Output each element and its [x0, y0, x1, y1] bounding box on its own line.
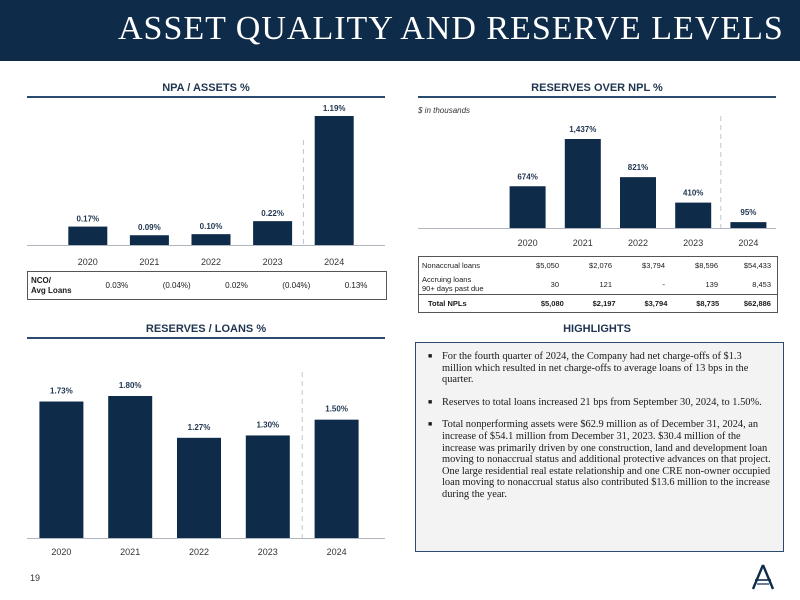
npl-cell: $8,596: [695, 261, 718, 270]
highlight-text: Reserves to total loans increased 21 bps…: [442, 396, 762, 408]
x-tick-2024: 2024: [738, 238, 758, 248]
data-label-2023: 1.30%: [256, 420, 279, 429]
x-tick-2020: 2020: [518, 238, 538, 248]
bar-2022: [177, 437, 221, 538]
x-tick-2020: 2020: [78, 257, 98, 267]
npl-table: Nonaccrual loans $5,050 $2,076 $3,794 $8,596…: [418, 256, 778, 313]
company-logo-icon: [751, 564, 775, 590]
data-label-2020: 674%: [517, 172, 537, 181]
x-tick-2022: 2022: [189, 547, 209, 557]
data-label-2022: 821%: [628, 163, 648, 172]
highlights-panel: ■ For the fourth quarter of 2024, the Co…: [415, 342, 784, 552]
bar-2024: [730, 222, 767, 228]
highlights-title: HIGHLIGHTS: [563, 323, 631, 335]
npl-cell: 139: [705, 279, 718, 289]
x-tick-2022: 2022: [628, 238, 648, 248]
npl-cell: $8,735: [696, 299, 720, 308]
highlight-text: For the fourth quarter of 2024, the Comp…: [442, 351, 749, 386]
data-label-2022: 1.27%: [188, 423, 211, 432]
data-label-2024: 1.50%: [325, 405, 348, 414]
npl-row-label: Nonaccrual loans: [422, 261, 480, 270]
bar-2024: [314, 419, 359, 538]
bullet-icon: ■: [428, 397, 433, 406]
npl-cell: $5,050: [536, 261, 559, 270]
highlight-item: ■ Reserves to total loans increased 21 b…: [428, 397, 773, 409]
x-tick-2023: 2023: [263, 257, 283, 267]
x-tick-2021: 2021: [120, 547, 140, 557]
data-label-2023: 0.22%: [261, 209, 284, 218]
x-tick-2023: 2023: [683, 238, 703, 248]
highlight-item: ■ Total nonperforming assets were $62.9 …: [428, 419, 773, 500]
x-tick-2020: 2020: [51, 547, 71, 557]
data-label-2020: 0.17%: [76, 215, 99, 224]
bar-2024: [314, 116, 354, 245]
x-tick-2021: 2021: [573, 238, 593, 248]
bar-2020: [509, 186, 546, 228]
header-banner: ASSET QUALITY AND RESERVE LEVELS: [0, 0, 800, 61]
page-title: ASSET QUALITY AND RESERVE LEVELS: [118, 10, 784, 47]
reserves-loans-title-rule: [27, 337, 385, 339]
thousands-note: $ in thousands: [418, 106, 471, 115]
highlight-text: Total nonperforming assets were $62.9 mi…: [442, 419, 771, 500]
npl-cell: $2,076: [589, 261, 612, 270]
nco-avg-loans-table: NCO/Avg Loans 0.03% (0.04%) 0.02% (0.04%…: [27, 271, 387, 300]
data-label-2021: 1,437%: [569, 125, 596, 134]
nco-value-2024: 0.13%: [344, 281, 368, 290]
bar-2022: [620, 177, 656, 228]
npl-cell: $62,886: [743, 299, 771, 308]
x-tick-2024: 2024: [327, 547, 347, 557]
bullet-icon: ■: [428, 420, 433, 429]
x-tick-2024: 2024: [324, 257, 344, 267]
npl-row-total: Total NPLs $5,080 $2,197 $3,794 $8,735 $62,88…: [419, 294, 777, 312]
bar-2023: [675, 202, 712, 228]
data-label-2024: 1.19%: [323, 104, 346, 113]
npl-cell: -: [662, 279, 666, 289]
npl-cell: 30: [550, 279, 559, 289]
x-tick-2022: 2022: [201, 257, 221, 267]
data-label-2020: 1.73%: [50, 387, 73, 396]
reserves-npl-chart: 674% 2020 1,437% 2021 821% 2022 410% 2023 95% 202…: [418, 116, 776, 248]
npa-assets-chart: 0.17% 2020 0.09% 2021 0.10% 2022 0.22% 2023 1.19…: [27, 104, 385, 267]
npl-cell: $54,433: [743, 261, 771, 270]
bullet-icon: ■: [428, 352, 433, 360]
npa-assets-title: NPA / ASSETS %: [162, 82, 250, 94]
data-label-2022: 0.10%: [200, 222, 223, 231]
npl-row-accruing: Accruing loans 90+ days past due 30 121 - 139…: [419, 274, 777, 294]
reserves-npl-title-rule: [418, 96, 776, 98]
data-label-2024: 95%: [740, 208, 756, 217]
npl-row-nonaccrual: Nonaccrual loans $5,050 $2,076 $3,794 $8,596…: [419, 257, 777, 274]
bar-2021: [129, 235, 169, 245]
nco-label: NCO/Avg Loans: [31, 275, 72, 295]
data-label-2023: 410%: [683, 189, 703, 198]
npl-row-label: Accruing loans 90+ days past due: [422, 275, 484, 293]
npl-row-label: Total NPLs: [428, 299, 467, 308]
nco-value-2021: (0.04%): [162, 281, 191, 290]
bar-2022: [191, 234, 231, 245]
bar-2020: [68, 226, 108, 245]
bar-2021: [564, 139, 601, 228]
npl-cell: 121: [599, 279, 612, 289]
bar-2021: [108, 396, 153, 538]
x-tick-2023: 2023: [258, 547, 278, 557]
data-label-2021: 0.09%: [138, 223, 161, 232]
highlight-item: ■ For the fourth quarter of 2024, the Co…: [428, 351, 773, 386]
page-number: 19: [30, 573, 41, 583]
reserves-loans-title: RESERVES / LOANS %: [145, 323, 267, 335]
bar-2023: [253, 221, 293, 245]
x-tick-2021: 2021: [139, 257, 159, 267]
npl-cell: $3,794: [642, 261, 665, 270]
nco-value-2020: 0.03%: [105, 281, 129, 290]
npl-cell: $5,080: [540, 299, 564, 308]
npl-cell: 8,453: [752, 279, 771, 289]
reserves-npl-title: RESERVES OVER NPL %: [531, 82, 663, 94]
nco-value-2022: 0.02%: [225, 281, 248, 290]
nco-value-2023: (0.04%): [282, 281, 311, 290]
bar-2020: [39, 401, 84, 538]
npl-cell: $2,197: [592, 299, 616, 308]
bar-2023: [245, 435, 290, 538]
npa-title-rule: [27, 96, 385, 98]
reserves-loans-chart: 1.73% 2020 1.80% 2021 1.27% 2022 1.30% 2023 1.50…: [27, 372, 385, 557]
npl-cell: $3,794: [644, 299, 668, 308]
data-label-2021: 1.80%: [119, 381, 142, 390]
